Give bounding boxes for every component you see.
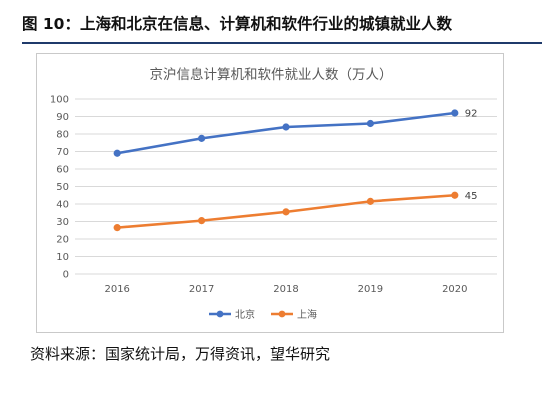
y-tick-label: 30: [56, 217, 69, 228]
figure-title: 图 10：上海和北京在信息、计算机和软件行业的城镇就业人数: [22, 15, 452, 33]
chart-container: 京沪信息计算机和软件就业人数（万人） 0 10 20 30 40 50 60 70 80 90 10…: [36, 53, 504, 333]
x-tick-label: 2017: [189, 284, 214, 295]
y-tick-label: 0: [63, 270, 69, 281]
legend-marker: [216, 310, 224, 318]
x-tick-label: 2020: [442, 284, 467, 295]
y-tick-label: 80: [56, 130, 69, 141]
y-tick-label: 10: [56, 252, 69, 263]
title-divider: [22, 42, 542, 44]
y-tick-label: 50: [56, 182, 69, 193]
source-note: 资料来源：国家统计局，万得资讯，望华研究: [30, 345, 331, 363]
y-tick-label: 70: [56, 147, 69, 158]
legend: 北京 上海: [209, 308, 317, 321]
y-axis-ticks: 0 10 20 30 40 50 60 70 80 90 100: [50, 95, 69, 281]
data-label: 45: [465, 191, 478, 202]
chart-title: 京沪信息计算机和软件就业人数（万人）: [150, 66, 393, 83]
data-point: [198, 217, 206, 225]
data-point: [198, 134, 206, 142]
x-tick-label: 2016: [104, 284, 129, 295]
data-point: [366, 119, 374, 128]
data-point: [113, 224, 121, 232]
data-point: [282, 208, 290, 216]
data-point: [366, 197, 374, 205]
series-lines: 92 45: [113, 109, 478, 232]
legend-label: 上海: [297, 308, 317, 321]
data-point: [451, 109, 459, 117]
legend-marker: [278, 310, 286, 318]
series-line: [115, 111, 457, 155]
legend-label: 北京: [235, 308, 255, 321]
line-chart: 京沪信息计算机和软件就业人数（万人） 0 10 20 30 40 50 60 70 80 90 10…: [50, 66, 497, 321]
data-point: [282, 123, 290, 131]
y-tick-label: 20: [56, 235, 69, 246]
x-tick-label: 2018: [273, 284, 298, 295]
data-point: [451, 191, 459, 199]
data-label: 92: [465, 109, 478, 120]
x-axis-ticks: 2016 2017 2018 2019 2020: [104, 284, 467, 295]
y-tick-label: 100: [50, 95, 69, 106]
y-tick-label: 40: [56, 200, 69, 211]
x-tick-label: 2019: [358, 284, 383, 295]
y-tick-label: 90: [56, 112, 69, 123]
data-point: [113, 149, 121, 157]
y-tick-label: 60: [56, 165, 69, 176]
